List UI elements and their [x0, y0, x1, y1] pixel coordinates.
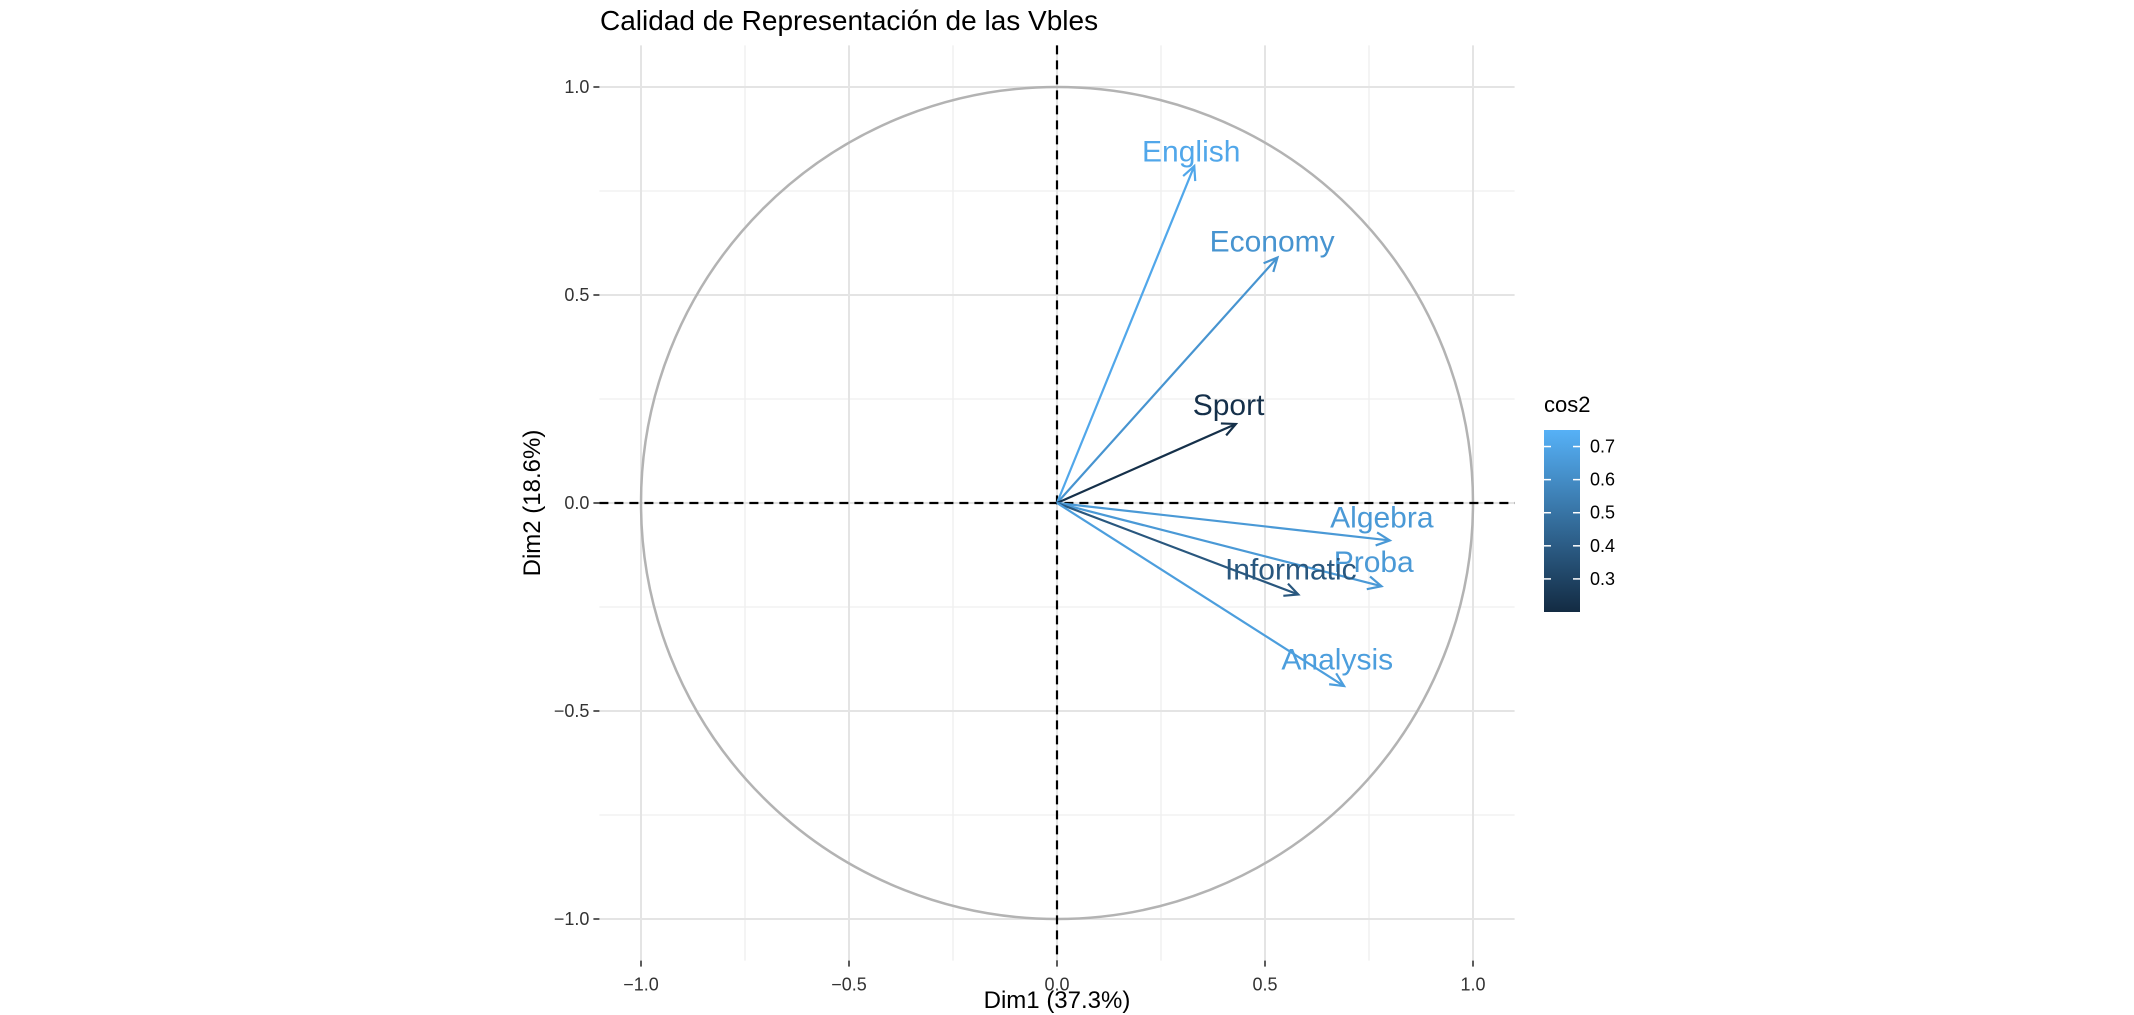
arrow-english: [1055, 165, 1196, 504]
y-axis: −1.0 −0.5 0.0 0.5 1.0: [554, 77, 600, 929]
x-tick-label: −1.0: [623, 975, 659, 995]
arrowhead-informatic: [1283, 582, 1301, 597]
arrowhead-sport: [1220, 422, 1239, 437]
y-tick-label: 1.0: [564, 77, 589, 97]
arrowhead-analysis: [1329, 672, 1347, 688]
arrow-economy: [1056, 256, 1279, 504]
x-tick-label: 0.5: [1252, 975, 1277, 995]
arrowhead-english: [1182, 163, 1197, 182]
variable-informatic: Informatic: [1056, 501, 1357, 597]
label-informatic: Informatic: [1225, 554, 1357, 587]
cos2-legend: cos2 0.3 0.4 0.5 0.6 0.7: [1544, 392, 1615, 612]
plot-panel: [599, 45, 1515, 961]
legend-colorbar: [1544, 430, 1580, 612]
legend-tick-label: 0.4: [1590, 536, 1615, 556]
variable-analysis: Analysis: [1056, 502, 1393, 688]
arrow-sport: [1056, 422, 1237, 505]
legend-tick-label: 0.7: [1590, 437, 1615, 457]
variable-economy: Economy: [1056, 226, 1335, 504]
y-tick-label: −0.5: [554, 701, 590, 721]
variable-sport: Sport: [1056, 389, 1265, 505]
arrow-algebra: [1056, 501, 1390, 542]
x-tick-label: 1.0: [1460, 975, 1485, 995]
y-tick-label: 0.5: [564, 285, 589, 305]
y-tick-label: −1.0: [554, 909, 590, 929]
arrow-analysis: [1056, 502, 1345, 687]
arrowhead-algebra: [1375, 531, 1393, 547]
chart-title: Calidad de Representación de las Vbles: [600, 5, 1098, 36]
label-sport: Sport: [1193, 389, 1265, 422]
legend-tick-label: 0.5: [1590, 503, 1615, 523]
x-tick-label: −0.5: [831, 975, 867, 995]
x-tick-label: 0.0: [1044, 975, 1069, 995]
x-axis: −1.0 −0.5 0.0 0.5 1.0: [623, 960, 1486, 995]
legend-tick-label: 0.6: [1590, 470, 1615, 490]
y-axis-title: Dim2 (18.6%): [519, 430, 546, 577]
variable-algebra: Algebra: [1056, 501, 1434, 547]
arrow-proba: [1056, 501, 1382, 588]
variable-proba: Proba: [1056, 501, 1414, 591]
label-economy: Economy: [1210, 226, 1335, 259]
variable-english: English: [1055, 135, 1240, 504]
x-axis-title: Dim1 (37.3%): [984, 987, 1131, 1014]
arrowhead-proba: [1366, 575, 1384, 591]
label-english: English: [1142, 135, 1240, 168]
legend-tick-label: 0.3: [1590, 569, 1615, 589]
y-tick-label: 0.0: [564, 493, 589, 513]
label-algebra: Algebra: [1330, 502, 1434, 535]
arrow-informatic: [1056, 501, 1299, 596]
arrowhead-economy: [1263, 255, 1280, 273]
legend-title: cos2: [1544, 392, 1590, 417]
label-analysis: Analysis: [1281, 644, 1393, 677]
label-proba: Proba: [1334, 546, 1414, 579]
variable-arrows: English Economy Sport Algebra ProbaInformati…: [1055, 135, 1434, 688]
